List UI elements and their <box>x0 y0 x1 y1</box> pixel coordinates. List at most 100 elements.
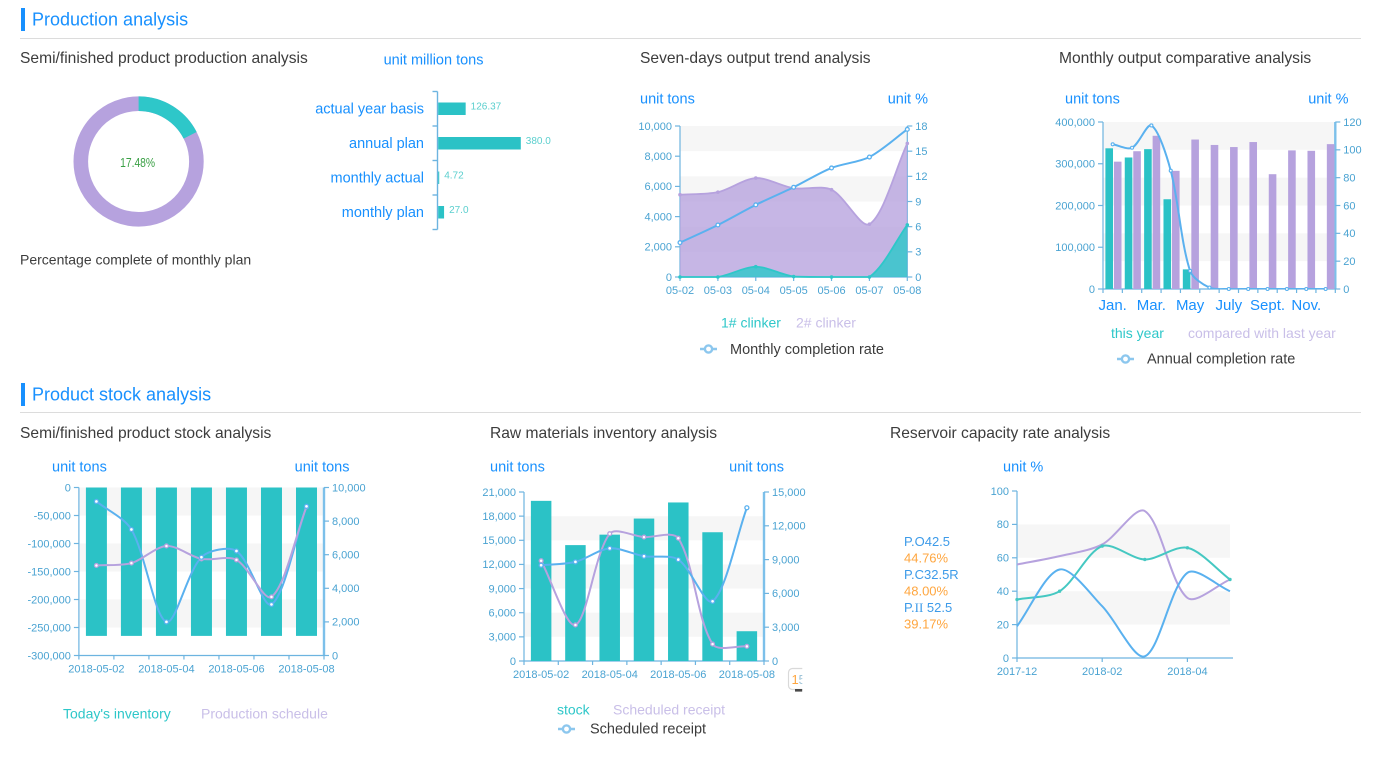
svg-text:05-07: 05-07 <box>855 285 883 297</box>
svg-text:05-04: 05-04 <box>742 285 770 297</box>
svg-text:9,000: 9,000 <box>772 554 800 566</box>
svg-text:20: 20 <box>997 619 1009 631</box>
svg-text:6,000: 6,000 <box>488 608 516 620</box>
svg-text:12,000: 12,000 <box>482 559 516 571</box>
svg-text:unit tons: unit tons <box>729 460 784 476</box>
svg-text:Nov.: Nov. <box>1291 297 1321 314</box>
svg-text:1: 1 <box>792 672 799 687</box>
svg-text:Jan.: Jan. <box>1099 297 1127 314</box>
svg-text:unit %: unit % <box>1003 460 1043 476</box>
svg-text:27.0: 27.0 <box>449 205 469 216</box>
svg-text:05-08: 05-08 <box>893 285 921 297</box>
svg-text:Product stock analysis: Product stock analysis <box>32 385 211 405</box>
svg-text:18: 18 <box>915 121 927 133</box>
svg-text:05-02: 05-02 <box>666 285 694 297</box>
svg-text:6,000: 6,000 <box>332 550 360 562</box>
svg-text:2018-05-06: 2018-05-06 <box>208 664 264 676</box>
svg-text:0: 0 <box>332 650 338 662</box>
svg-text:stock: stock <box>557 702 591 718</box>
svg-text:2,000: 2,000 <box>332 617 360 629</box>
svg-text:3: 3 <box>915 247 921 259</box>
svg-text:9,000: 9,000 <box>488 583 516 595</box>
svg-text:Sept.: Sept. <box>1250 297 1285 314</box>
svg-text:Monthly completion rate: Monthly completion rate <box>730 342 884 358</box>
svg-text:0: 0 <box>1089 284 1095 296</box>
svg-text:P.C32.5R: P.C32.5R <box>904 567 959 582</box>
svg-text:unit million tons: unit million tons <box>384 53 484 69</box>
svg-text:Today's inventory: Today's inventory <box>63 706 171 722</box>
svg-text:this year: this year <box>1111 325 1164 341</box>
svg-text:6: 6 <box>915 221 921 233</box>
svg-text:100,000: 100,000 <box>1055 242 1095 254</box>
svg-text:15,000: 15,000 <box>482 535 516 547</box>
svg-text:10,000: 10,000 <box>332 482 366 494</box>
svg-text:0: 0 <box>1343 284 1349 296</box>
svg-text:15,000: 15,000 <box>772 487 806 499</box>
svg-text:39.17%: 39.17% <box>904 617 949 632</box>
svg-text:unit tons: unit tons <box>640 92 695 108</box>
svg-text:compared with last year: compared with last year <box>1188 325 1336 341</box>
svg-text:-150,000: -150,000 <box>27 566 70 578</box>
svg-text:May: May <box>1176 297 1205 314</box>
svg-text:0: 0 <box>65 482 71 494</box>
svg-text:monthly plan: monthly plan <box>342 205 424 221</box>
svg-text:Seven-days output trend analys: Seven-days output trend analysis <box>640 50 871 67</box>
svg-text:2018-05-08: 2018-05-08 <box>719 669 775 681</box>
svg-text:40: 40 <box>1343 228 1355 240</box>
svg-text:2# clinker: 2# clinker <box>796 315 856 331</box>
svg-text:1# clinker: 1# clinker <box>721 315 781 331</box>
svg-text:21,000: 21,000 <box>482 487 516 499</box>
svg-text:17.48%: 17.48% <box>120 155 155 170</box>
svg-text:-100,000: -100,000 <box>27 538 70 550</box>
svg-text:12: 12 <box>915 171 927 183</box>
svg-text:Raw materials inventory analys: Raw materials inventory analysis <box>490 425 717 442</box>
svg-text:05-05: 05-05 <box>780 285 808 297</box>
svg-text:3,000: 3,000 <box>772 622 800 634</box>
svg-text:3,000: 3,000 <box>488 632 516 644</box>
svg-text:6,000: 6,000 <box>644 181 672 193</box>
svg-text:12,000: 12,000 <box>772 521 806 533</box>
svg-text:-300,000: -300,000 <box>27 650 70 662</box>
svg-text:100: 100 <box>1343 145 1361 157</box>
svg-text:300,000: 300,000 <box>1055 159 1095 171</box>
svg-text:6,000: 6,000 <box>772 588 800 600</box>
svg-text:July: July <box>1215 297 1242 314</box>
svg-text:Semi/finished product stock an: Semi/finished product stock analysis <box>20 425 272 442</box>
svg-text:2018-05-08: 2018-05-08 <box>278 664 334 676</box>
svg-text:4,000: 4,000 <box>644 211 672 223</box>
svg-text:40: 40 <box>997 586 1009 598</box>
svg-text:annual plan: annual plan <box>349 136 424 152</box>
svg-text:60: 60 <box>997 553 1009 565</box>
svg-text:0: 0 <box>666 272 672 284</box>
svg-text:380.0: 380.0 <box>526 136 551 147</box>
svg-text:10,000: 10,000 <box>638 121 672 133</box>
svg-text:Reservoir capacity rate analys: Reservoir capacity rate analysis <box>890 425 1110 442</box>
svg-text:Annual completion rate: Annual completion rate <box>1147 352 1295 368</box>
svg-text:0: 0 <box>915 272 921 284</box>
svg-text:-250,000: -250,000 <box>27 622 70 634</box>
svg-text:Production schedule: Production schedule <box>201 706 328 722</box>
svg-text:0: 0 <box>772 656 778 668</box>
svg-text:2018-05-02: 2018-05-02 <box>68 664 124 676</box>
svg-text:400,000: 400,000 <box>1055 117 1095 129</box>
svg-text:0: 0 <box>1003 653 1009 665</box>
svg-text:18,000: 18,000 <box>482 511 516 523</box>
svg-text:2018-04: 2018-04 <box>1167 666 1207 678</box>
svg-text:2018-05-04: 2018-05-04 <box>582 669 638 681</box>
svg-text:48.00%: 48.00% <box>904 584 949 599</box>
svg-text:unit tons: unit tons <box>52 460 107 476</box>
svg-text:05-06: 05-06 <box>817 285 845 297</box>
svg-text:2018-05-06: 2018-05-06 <box>650 669 706 681</box>
svg-text:Production analysis: Production analysis <box>32 10 188 30</box>
svg-text:actual year basis: actual year basis <box>315 102 424 118</box>
svg-text:unit %: unit % <box>1308 92 1348 108</box>
svg-text:60: 60 <box>1343 200 1355 212</box>
svg-text:9: 9 <box>915 196 921 208</box>
svg-text:Monthly output comparative ana: Monthly output comparative analysis <box>1059 50 1311 67</box>
svg-text:4,000: 4,000 <box>332 583 360 595</box>
svg-text:Mar.: Mar. <box>1137 297 1166 314</box>
svg-text:Scheduled receipt: Scheduled receipt <box>590 722 706 738</box>
svg-text:2018-05-02: 2018-05-02 <box>513 669 569 681</box>
svg-text:20: 20 <box>1343 256 1355 268</box>
svg-text:Percentage complete of monthly: Percentage complete of monthly plan <box>20 252 251 268</box>
